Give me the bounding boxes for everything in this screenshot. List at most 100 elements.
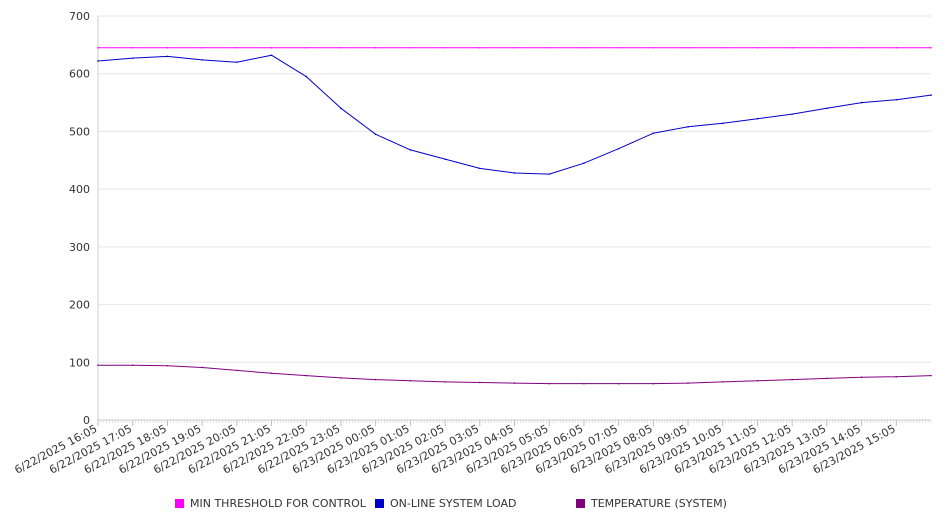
data-point (895, 375, 898, 378)
data-point (930, 46, 932, 49)
data-point (305, 46, 308, 49)
legend-label-temperature: TEMPERATURE (SYSTEM) (591, 497, 727, 510)
data-point (791, 113, 793, 115)
y-tick-label: 400 (69, 183, 90, 196)
data-point (270, 54, 273, 57)
legend-swatch-temperature (576, 499, 585, 508)
series-lines (97, 46, 932, 385)
data-point (687, 46, 689, 49)
data-point (201, 46, 203, 49)
data-point (444, 381, 446, 383)
data-point (826, 377, 828, 380)
data-point (166, 55, 169, 58)
data-point (860, 376, 863, 379)
legend-item-min-threshold[interactable]: MIN THRESHOLD FOR CONTROL (175, 497, 366, 510)
data-point (236, 61, 238, 63)
data-point (340, 46, 342, 49)
data-point (652, 132, 655, 134)
data-point (444, 158, 446, 160)
data-point (617, 46, 620, 49)
data-point (652, 382, 655, 385)
data-point (617, 147, 620, 150)
y-tick-label: 700 (69, 10, 90, 23)
legend-swatch-system-load (375, 499, 384, 508)
data-point (97, 364, 99, 366)
data-point (236, 369, 238, 372)
data-point (409, 379, 412, 382)
data-point (478, 46, 481, 49)
data-point (340, 377, 342, 379)
data-point (478, 167, 481, 170)
data-point (687, 382, 689, 384)
data-point (721, 381, 724, 383)
data-point (583, 46, 585, 49)
y-tick-label: 500 (69, 125, 90, 138)
data-point (583, 382, 585, 385)
data-point (166, 46, 169, 49)
data-point (895, 46, 898, 49)
legend-swatch-min-threshold (175, 499, 184, 508)
data-point (131, 364, 134, 366)
data-point (374, 133, 377, 136)
data-point (478, 381, 481, 384)
data-point (791, 378, 793, 381)
data-point (548, 173, 551, 175)
y-tick-label: 200 (69, 299, 90, 312)
data-point (131, 46, 134, 49)
data-point (97, 46, 99, 49)
y-tick-label: 100 (69, 356, 90, 369)
y-tick-label: 300 (69, 241, 90, 254)
axes (97, 16, 932, 426)
data-point (131, 57, 134, 59)
data-point (305, 75, 308, 78)
data-point (826, 46, 828, 49)
data-point (930, 374, 932, 377)
data-point (860, 101, 863, 104)
data-point (201, 59, 203, 61)
data-point (548, 382, 551, 385)
data-point (236, 46, 238, 49)
legend-label-system-load: ON-LINE SYSTEM LOAD (390, 497, 517, 510)
data-point (374, 46, 377, 49)
data-point (721, 122, 724, 125)
data-point (583, 162, 585, 164)
y-tick-label: 600 (69, 68, 90, 81)
data-point (374, 378, 377, 381)
data-point (860, 46, 863, 49)
data-point (826, 107, 828, 110)
legend-item-system-load[interactable]: ON-LINE SYSTEM LOAD (375, 497, 516, 510)
data-point (270, 46, 273, 49)
data-point (791, 46, 793, 49)
data-point (305, 374, 308, 377)
data-point (756, 117, 759, 120)
data-point (513, 382, 516, 384)
legend: MIN THRESHOLD FOR CONTROL ON-LINE SYSTEM… (0, 497, 946, 513)
data-point (756, 379, 759, 382)
legend-item-temperature[interactable]: TEMPERATURE (SYSTEM) (576, 497, 727, 510)
data-point (617, 382, 620, 385)
data-point (444, 46, 446, 49)
y-tick-label: 0 (83, 414, 90, 427)
legend-label-min-threshold: MIN THRESHOLD FOR CONTROL (190, 497, 366, 510)
data-point (513, 46, 516, 49)
gridlines (98, 15, 931, 363)
data-point (930, 94, 932, 96)
data-point (166, 364, 169, 367)
series-line-2 (98, 364, 932, 385)
data-point (513, 172, 516, 174)
data-point (409, 149, 412, 151)
data-point (652, 46, 655, 49)
data-point (721, 46, 724, 49)
data-point (201, 366, 203, 369)
x-tick-labels: 6/22/2025 16:056/22/2025 17:056/22/2025 … (12, 422, 897, 476)
data-point (97, 60, 99, 62)
data-point (756, 46, 759, 49)
y-tick-labels: 0 100 200 300 400 500 600 700 (69, 10, 90, 427)
data-point (548, 46, 551, 49)
series-line-1 (97, 54, 932, 175)
data-point (409, 46, 412, 49)
data-point (340, 107, 342, 110)
data-point (895, 98, 898, 101)
data-point (270, 372, 273, 375)
